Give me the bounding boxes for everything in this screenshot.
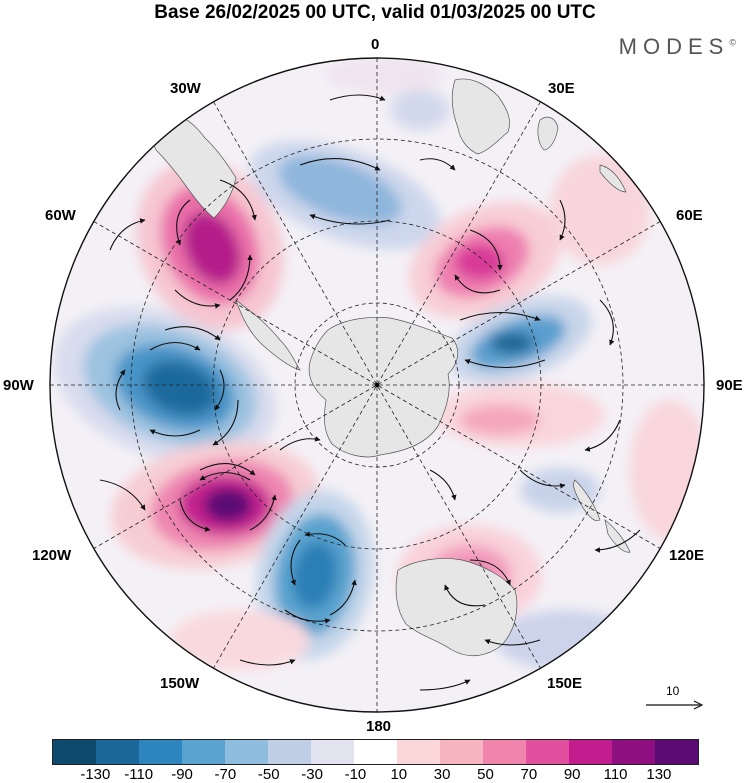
colorbar-tick-label: -130 <box>80 766 111 783</box>
colorbar-tick-label: -10 <box>344 766 367 783</box>
wind-vectors <box>99 94 641 691</box>
lon-label-90w: 90W <box>3 377 34 394</box>
lon-label-180: 180 <box>366 718 392 735</box>
colorbar-tick-label: 10 <box>390 766 408 783</box>
colorbar-cell <box>182 740 225 764</box>
colorbar-cell <box>139 740 182 764</box>
colorbar-tick-label: 110 <box>603 766 628 783</box>
colorbar-tick-label: -90 <box>171 766 193 783</box>
reference-vector: 10 <box>644 684 704 715</box>
map-title: Base 26/02/2025 00 UTC, valid 01/03/2025… <box>154 2 596 23</box>
colorbar <box>52 739 699 765</box>
colorbar-cell <box>354 740 397 764</box>
colorbar-cell <box>53 740 96 764</box>
new-zealand <box>573 479 631 553</box>
lon-label-30e: 30E <box>548 80 575 97</box>
colorbar-tick-label: -30 <box>301 766 323 783</box>
colorbar-tick-label: 50 <box>477 766 494 783</box>
colorbar-cell <box>268 740 311 764</box>
colorbar-cell <box>96 740 139 764</box>
lon-label-90e: 90E <box>716 377 743 394</box>
colorbar-cell <box>612 740 655 764</box>
antarctica <box>308 316 459 458</box>
lon-label-120e: 120E <box>669 547 705 564</box>
lon-label-60w: 60W <box>45 207 76 224</box>
south-pole-marker <box>374 382 380 388</box>
africa <box>451 78 510 155</box>
colorbar-cell <box>397 740 440 764</box>
brand-logo: MODES© <box>619 34 736 60</box>
landmasses <box>152 78 631 657</box>
colorbar-tick-label: 70 <box>520 766 538 783</box>
colorbar-cell <box>483 740 526 764</box>
colorbar-cell <box>655 740 698 764</box>
colorbar-tick-label: -110 <box>124 766 154 783</box>
lon-label-30w: 30W <box>170 80 201 97</box>
map-boundary <box>49 57 705 713</box>
lon-label-0: 0 <box>371 36 380 53</box>
lon-label-60e: 60E <box>676 207 703 224</box>
colorbar-tick-label: 90 <box>563 766 581 783</box>
lon-label-150w: 150W <box>160 675 200 692</box>
lon-label-120w: 120W <box>32 547 72 564</box>
south-africa-tip <box>599 164 627 193</box>
colorbar-cell <box>225 740 268 764</box>
brand-copyright-mark: © <box>729 37 736 48</box>
colorbar-tick-label: -70 <box>214 766 237 783</box>
colorbar-tick-label: -50 <box>257 766 280 783</box>
brand-text: MODES <box>618 34 730 59</box>
lon-label-150e: 150E <box>547 675 583 692</box>
reference-vector-label: 10 <box>666 684 680 698</box>
colorbar-ticks: -130 -110 -90 -70 -50 -30 -10 10 30 50 70 90 110 130 <box>52 766 702 783</box>
colorbar-tick-label: 130 <box>646 766 672 783</box>
map-disk <box>50 58 704 712</box>
colorbar-cell <box>440 740 483 764</box>
colorbar-tick-label: 30 <box>433 766 451 783</box>
madagascar <box>537 116 559 151</box>
colorbar-cell <box>526 740 569 764</box>
reference-arrow-icon <box>646 700 704 710</box>
colorbar-cell <box>569 740 612 764</box>
colorbar-cell <box>311 740 354 764</box>
australia <box>395 558 518 657</box>
south-america <box>152 115 301 371</box>
